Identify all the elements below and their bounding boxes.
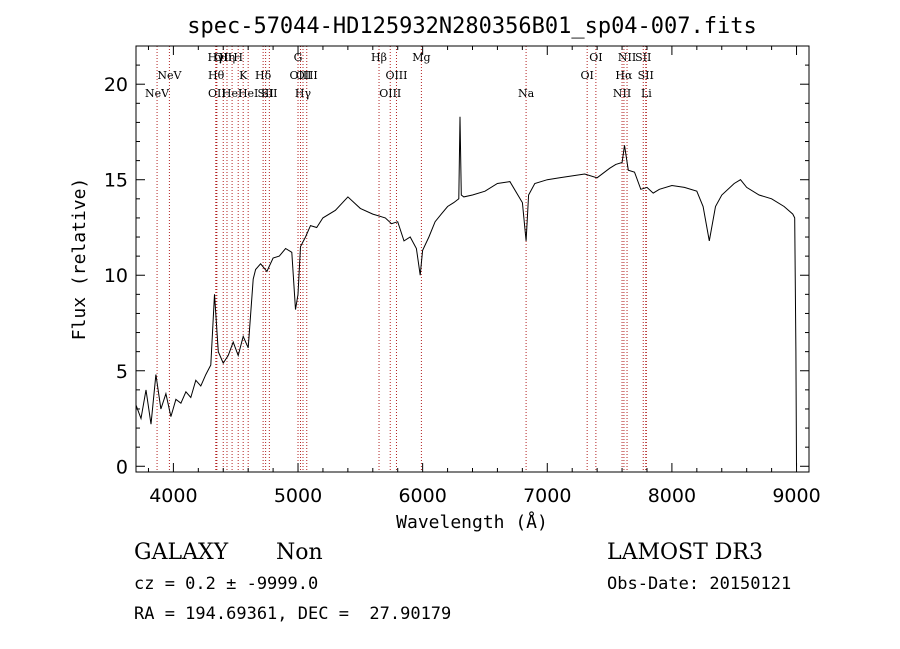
marker-label: K (239, 69, 248, 82)
marker-label: HeI (238, 87, 258, 100)
marker-label: OII (214, 51, 232, 64)
x-tick-label: 6000 (398, 485, 446, 507)
marker-label: Hη (219, 51, 235, 64)
x-tick-label: 4000 (149, 485, 197, 507)
line-markers (156, 46, 647, 472)
x-tick-label: 7000 (523, 485, 571, 507)
y-tick-label: 20 (104, 74, 128, 96)
y-tick-label: 15 (104, 170, 128, 192)
marker-label: Na (518, 87, 535, 100)
marker-label: HeI (222, 87, 242, 100)
marker-label: SII (638, 69, 654, 82)
marker-label: OI (589, 51, 602, 64)
x-axis-ticks: 4000 5000 6000 7000 8000 9000 (147, 46, 821, 507)
x-axis-label: Wavelength (Å) (396, 511, 548, 533)
marker-label: G (294, 51, 303, 64)
marker-label: Hα (615, 69, 633, 82)
marker-label: NII (613, 87, 631, 100)
obs-date: Obs-Date: 20150121 (607, 574, 792, 594)
x-tick-label: 5000 (274, 485, 322, 507)
x-tick-label: 8000 (648, 485, 696, 507)
marker-label: SII (261, 87, 277, 100)
subclass-label: Non (276, 540, 323, 565)
marker-label: SII (635, 51, 651, 64)
coordinates: RA = 194.69361, DEC = 27.90179 (134, 604, 452, 624)
marker-label: OIII (385, 69, 407, 82)
spectrum-line (135, 116, 797, 467)
marker-label: OIII (379, 87, 401, 100)
marker-label: Hδ (255, 69, 272, 82)
y-tick-label: 5 (116, 361, 128, 383)
chart-title: spec-57044-HD125932N280356B01_sp04-007.f… (187, 14, 757, 39)
y-axis-label: Flux (relative) (69, 178, 90, 341)
marker-label: Mg (412, 51, 430, 64)
y-tick-label: 10 (104, 265, 128, 287)
y-axis-ticks: 0 5 10 15 20 (104, 45, 809, 478)
line-marker-labels: NeVNeVHγHθOIIOIIHηHeIHKHeIHδSIISIIGOIIIH… (145, 51, 654, 100)
class-label: GALAXY (134, 540, 229, 565)
survey-label: LAMOST DR3 (607, 540, 763, 565)
y-tick-label: 0 (116, 456, 128, 478)
marker-label: NeV (157, 69, 182, 82)
marker-label: Hβ (371, 51, 387, 64)
marker-label: OII (208, 87, 226, 100)
marker-label: Li (641, 87, 652, 100)
marker-label: Hγ (295, 87, 312, 100)
marker-label: H (233, 51, 243, 64)
marker-label: NeV (145, 87, 170, 100)
plot-frame (135, 45, 810, 473)
marker-label: NII (618, 51, 636, 64)
marker-label: Hθ (208, 69, 225, 82)
redshift-readout: cz = 0.2 ± -9999.0 (134, 574, 319, 594)
x-tick-label: 9000 (772, 485, 820, 507)
marker-label: SII (257, 87, 273, 100)
marker-label: OIII (296, 69, 318, 82)
marker-label: OIII (289, 69, 311, 82)
marker-label: Hγ (208, 51, 225, 64)
marker-label: OI (580, 69, 593, 82)
